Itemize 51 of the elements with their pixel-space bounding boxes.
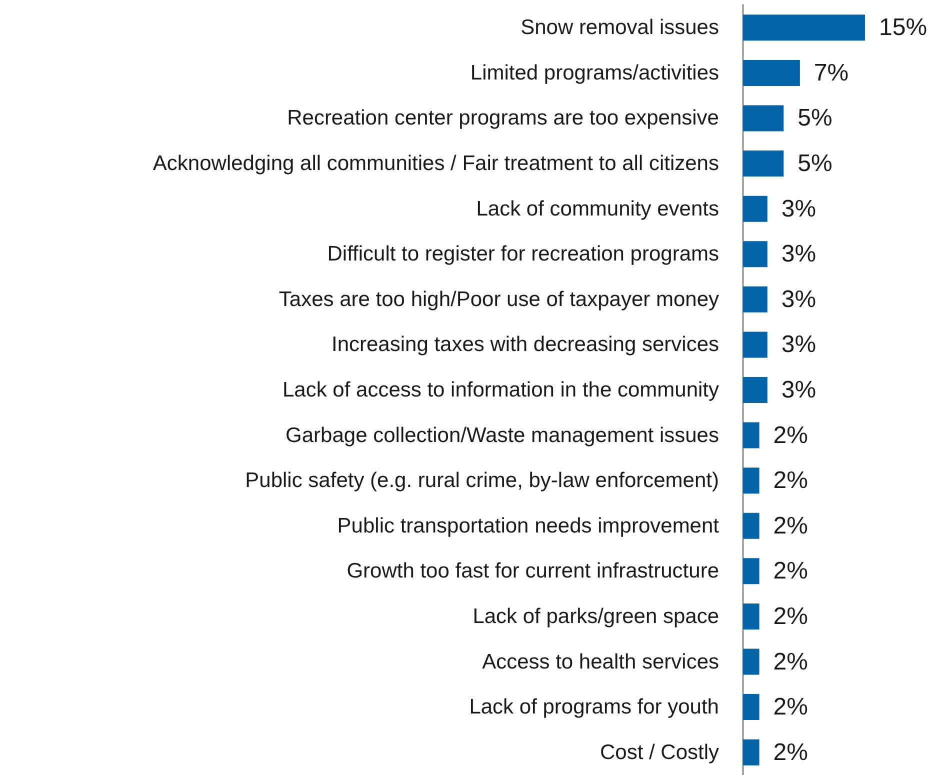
data-label: 2% [773,467,808,494]
y-tick-label: Recreation center programs are too expensive [287,106,719,130]
data-label: 5% [798,150,832,178]
bar [743,150,784,177]
bar [743,14,865,41]
data-label: 3% [781,376,816,404]
bar [743,739,760,766]
y-tick-label: Limited programs/activities [470,61,719,84]
y-tick-label: Cost / Costly [600,740,720,764]
data-label: 2% [773,558,808,585]
y-tick-label: Lack of access to information in the community [282,378,720,402]
data-label: 5% [798,104,832,132]
data-label: 3% [781,331,816,358]
data-label: 3% [781,195,816,222]
data-label: 15% [879,14,928,42]
bar [743,422,760,448]
data-label: 3% [781,240,816,268]
bar [743,377,768,403]
y-tick-label: Increasing taxes with decreasing services [331,333,719,356]
y-tick-label: Growth too fast for current infrastructure [346,560,719,583]
data-label: 2% [773,512,808,540]
y-tick-label: Garbage collection/Waste management issues [286,424,719,447]
bar [743,196,768,222]
bar [743,60,800,86]
bar [743,558,760,584]
y-tick-label: Acknowledging all communities / Fair treatment to all citizens [152,152,719,176]
y-tick-label: Lack of community events [476,197,719,220]
bar [743,241,768,268]
y-tick-label: Taxes are too high/Poor use of taxpayer money [278,288,720,311]
data-label: 2% [773,422,808,449]
bar [743,332,768,358]
y-tick-label: Public transportation needs improvement [337,514,720,538]
data-label: 7% [814,59,849,86]
y-tick-label: Snow removal issues [520,16,719,40]
bar [743,286,768,312]
data-label: 2% [773,648,808,676]
y-tick-label: Lack of programs for youth [469,696,719,719]
data-label: 2% [773,738,808,766]
y-tick-label: Access to health services [482,650,719,674]
bar [743,105,784,132]
data-label: 2% [773,602,808,630]
bar [743,512,760,539]
y-tick-label: Difficult to register for recreation programs [327,242,719,266]
bar [743,468,760,494]
y-tick-label: Lack of parks/green space [472,604,719,628]
bar [743,603,760,630]
y-tick-label: Public safety (e.g. rural crime, by-law enforcement) [245,469,719,492]
bar [743,648,760,675]
data-label: 3% [781,286,816,313]
data-label: 2% [773,694,808,721]
bar [743,694,760,720]
